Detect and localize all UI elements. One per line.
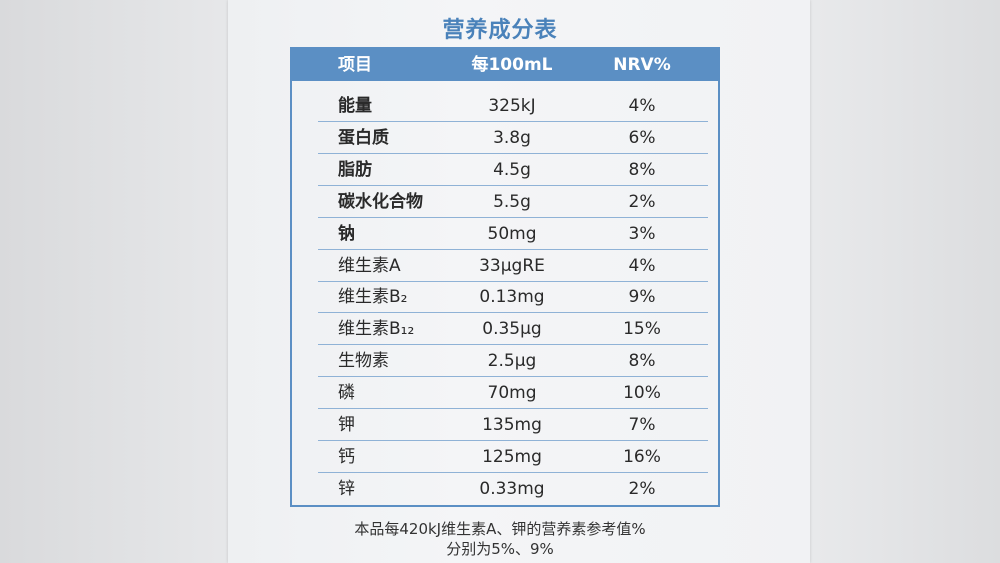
nrv: 8% bbox=[628, 159, 656, 180]
table-row: 维生素A 33μgRE 4% bbox=[292, 250, 718, 282]
amount: 125mg bbox=[482, 446, 542, 467]
amount: 5.5g bbox=[493, 191, 531, 212]
header-cell: NRV% bbox=[613, 55, 671, 75]
header-cell: 每100mL bbox=[471, 55, 553, 75]
row-rule bbox=[318, 312, 708, 314]
nutrient-name: 碳水化合物 bbox=[338, 191, 423, 212]
row-rule bbox=[318, 408, 708, 410]
row-rule bbox=[318, 152, 708, 154]
row-rule bbox=[318, 471, 708, 473]
amount: 0.13mg bbox=[479, 287, 545, 308]
amount: 135mg bbox=[482, 415, 542, 435]
amount: 2.5μg bbox=[487, 351, 537, 372]
title: 营养成分表 bbox=[442, 18, 558, 43]
table-row: 能量 325kJ 4% bbox=[292, 90, 718, 122]
amount: 50mg bbox=[487, 223, 537, 244]
nrv: 15% bbox=[623, 319, 661, 340]
table-row: 钾 135mg 7% bbox=[292, 409, 718, 441]
nutrient-name: 生物素 bbox=[338, 351, 389, 372]
nutrition-table: 项目 每100mL NRV% 能量 325kJ 4% 蛋白质 3.8g 6% 脂肪 4.5g 8… bbox=[290, 47, 720, 507]
row-rule bbox=[318, 248, 708, 250]
nutrient-name: 脂肪 bbox=[338, 159, 372, 180]
nutrient-name: 维生素B₂ bbox=[338, 287, 408, 308]
nutrient-name: 维生素B₁₂ bbox=[338, 319, 415, 340]
nrv: 4% bbox=[628, 96, 656, 116]
table-row: 钠 50mg 3% bbox=[292, 218, 718, 250]
nrv: 10% bbox=[623, 383, 661, 404]
table-row: 碳水化合物 5.5g 2% bbox=[292, 186, 718, 218]
table-row: 锌 0.33mg 2% bbox=[292, 473, 718, 505]
nrv: 9% bbox=[628, 287, 656, 308]
table-row: 维生素B₁₂ 0.35μg 15% bbox=[292, 313, 718, 346]
amount: 325kJ bbox=[488, 96, 536, 116]
footnote: 分别为5%、9% bbox=[446, 540, 554, 558]
amount: 0.35μg bbox=[482, 319, 542, 340]
row-rule bbox=[318, 440, 708, 441]
header-cell: 项目 bbox=[338, 55, 372, 75]
nutrient-name: 钠 bbox=[338, 223, 355, 244]
nutrient-name: 维生素A bbox=[338, 255, 401, 276]
nutrient-name: 磷 bbox=[338, 383, 355, 404]
nutrient-name: 锌 bbox=[338, 478, 355, 499]
nutrient-name: 能量 bbox=[338, 96, 372, 116]
table-row: 蛋白质 3.8g 6% bbox=[292, 122, 718, 154]
nrv: 3% bbox=[628, 223, 656, 244]
amount: 70mg bbox=[487, 383, 537, 404]
amount: 33μgRE bbox=[479, 255, 545, 276]
nrv: 7% bbox=[628, 415, 656, 435]
table-row: 维生素B₂ 0.13mg 9% bbox=[292, 281, 718, 314]
table-row: 生物素 2.5μg 8% bbox=[292, 345, 718, 378]
nrv: 16% bbox=[623, 446, 661, 467]
table-row: 脂肪 4.5g 8% bbox=[292, 154, 718, 186]
package-panel bbox=[228, 0, 810, 563]
row-rule bbox=[318, 280, 708, 282]
nrv: 4% bbox=[628, 255, 656, 276]
nutrient-name: 钙 bbox=[338, 446, 355, 467]
nutrient-name: 蛋白质 bbox=[338, 127, 389, 148]
nrv: 8% bbox=[628, 351, 656, 372]
table-row: 磷 70mg 10% bbox=[292, 377, 718, 410]
footnote: 本品每420kJ维生素A、钾的营养素参考值% bbox=[354, 520, 646, 538]
nutrient-name: 钾 bbox=[338, 415, 355, 435]
amount: 0.33mg bbox=[479, 478, 545, 499]
table-row: 钙 125mg 16% bbox=[292, 441, 718, 473]
nrv: 2% bbox=[628, 478, 656, 499]
row-rule bbox=[318, 376, 708, 378]
table-header: 项目 每100mL NRV% bbox=[292, 49, 718, 81]
row-rule bbox=[318, 344, 708, 346]
row-rule bbox=[318, 216, 708, 218]
row-rule bbox=[318, 184, 708, 186]
nrv: 2% bbox=[628, 191, 656, 212]
amount: 4.5g bbox=[493, 159, 531, 180]
amount: 3.8g bbox=[493, 127, 531, 148]
nrv: 6% bbox=[628, 127, 656, 148]
row-rule bbox=[318, 121, 708, 122]
